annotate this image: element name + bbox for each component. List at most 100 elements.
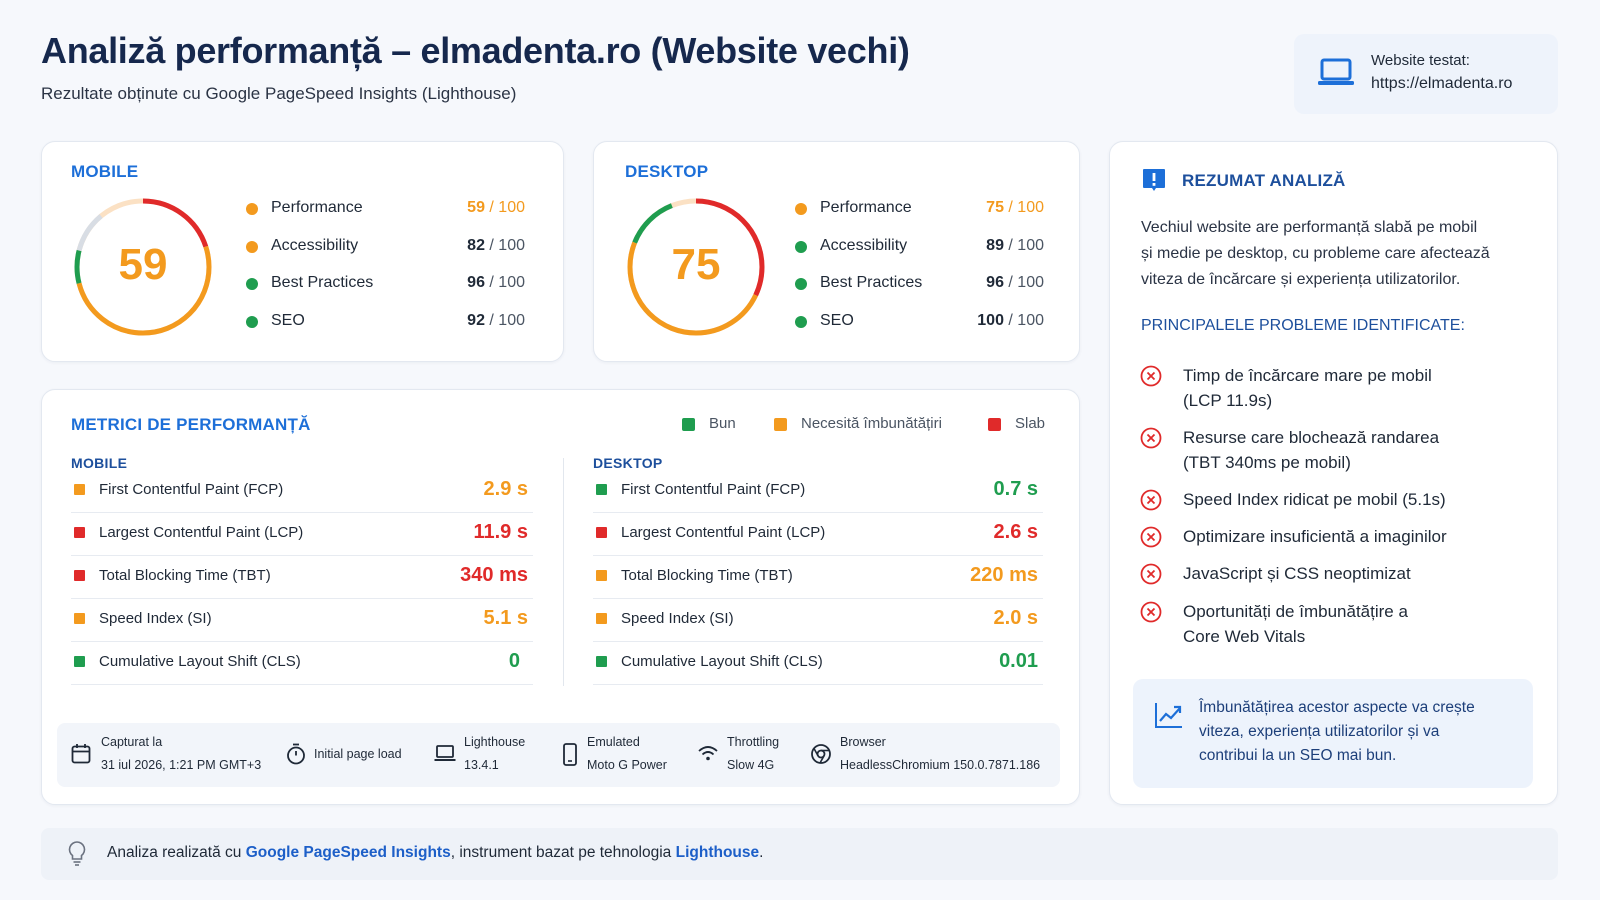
desktop-gauge-score: 75 xyxy=(671,240,721,289)
metric-row: Total Blocking Time (TBT) 340 ms xyxy=(71,556,533,599)
footer-text: Analiza realizată cu Google PageSpeed In… xyxy=(107,844,763,862)
footer-prefix: Analiza realizată cu xyxy=(107,844,246,861)
gauge-segment-needs-improvement xyxy=(627,198,765,336)
mobile-card-heading: MOBILE xyxy=(71,162,139,181)
calendar-icon xyxy=(71,743,91,768)
problem-line: Resurse care blochează randarea xyxy=(1183,428,1440,447)
metric-label: First Contentful Paint (FCP) xyxy=(99,481,284,498)
summary-text: Vechiul website are performanță slabă pe… xyxy=(1141,215,1490,293)
gauge-segment-good xyxy=(74,198,212,336)
desktop-category-row: Best Practices 96 / 100 xyxy=(795,272,1044,296)
status-dot xyxy=(246,316,258,328)
category-score: 100 / 100 xyxy=(977,312,1044,330)
metric-label: Speed Index (SI) xyxy=(621,610,734,627)
error-x-icon xyxy=(1140,526,1162,555)
metric-value: 0.01 xyxy=(999,650,1038,672)
info-load: Initial page load xyxy=(286,723,416,787)
metric-value: 220 ms xyxy=(970,564,1038,586)
throttling-value: Slow 4G xyxy=(727,758,775,772)
run-info-bar: Capturat la 31 iul 2026, 1:21 PM GMT+3 I… xyxy=(57,723,1060,787)
category-label: Accessibility xyxy=(271,237,359,254)
status-square xyxy=(596,570,607,581)
page-subtitle: Rezultate obținute cu Google PageSpeed I… xyxy=(41,84,517,103)
status-dot xyxy=(795,241,807,253)
footer-suffix: . xyxy=(759,844,764,861)
problem-line: Optimizare insuficientă a imaginilor xyxy=(1183,527,1447,546)
mobile-score-gauge xyxy=(74,198,212,336)
category-score-value: 59 xyxy=(467,199,485,216)
category-score: 92 / 100 xyxy=(467,312,525,330)
legend-label: Bun xyxy=(709,415,736,432)
category-score-value: 89 xyxy=(986,237,1004,254)
status-dot xyxy=(246,203,258,215)
problems-heading: PRINCIPALELE PROBLEME IDENTIFICATE: xyxy=(1141,317,1465,334)
pagespeed-link[interactable]: Google PageSpeed Insights xyxy=(245,844,451,861)
metric-value: 2.6 s xyxy=(993,521,1038,543)
chrome-icon xyxy=(810,743,832,768)
tip-text: Îmbunătățirea acestor aspecte va crește … xyxy=(1199,696,1475,768)
category-score-value: 82 xyxy=(467,237,485,254)
status-square xyxy=(596,656,607,667)
page-title: Analiză performanță – elmadenta.ro (Webs… xyxy=(41,30,910,71)
category-label: Best Practices xyxy=(271,274,374,291)
error-x-icon xyxy=(1140,365,1162,394)
desktop-score-card: DESKTOP 75 Performance 75 / 100 Accessib… xyxy=(593,141,1080,362)
browser-label: Browser xyxy=(840,735,886,749)
laptop-icon xyxy=(1318,56,1354,93)
footer-middle: , instrument bazat pe tehnologia xyxy=(450,844,676,861)
metric-value: 0 xyxy=(508,650,520,672)
error-x-icon xyxy=(1140,427,1162,456)
metric-row: First Contentful Paint (FCP) 0.7 s xyxy=(593,470,1043,513)
alert-icon xyxy=(1141,167,1167,198)
category-score-denom: / 100 xyxy=(484,237,525,254)
category-score-denom: / 100 xyxy=(1003,274,1044,291)
legend-label: Slab xyxy=(1015,415,1046,432)
desktop-category-row: Performance 75 / 100 xyxy=(795,197,1044,221)
metric-label: Total Blocking Time (TBT) xyxy=(621,567,793,584)
status-square xyxy=(74,484,85,495)
category-score: 82 / 100 xyxy=(467,237,525,255)
desktop-category-row: Accessibility 89 / 100 xyxy=(795,235,1044,259)
status-square xyxy=(74,613,85,624)
info-emulated: Emulated Moto G Power xyxy=(562,723,682,787)
problem-item: Oportunități de îmbunătățire a Core Web V… xyxy=(1140,599,1520,649)
metric-value: 2.0 s xyxy=(993,607,1038,629)
metric-value: 5.1 s xyxy=(483,607,528,629)
mobile-category-row: Performance 59 / 100 xyxy=(246,197,525,221)
mobile-category-row: Best Practices 96 / 100 xyxy=(246,272,525,296)
browser-value: HeadlessChromium 150.0.7871.186 xyxy=(840,758,1041,772)
problem-item: Optimizare insuficientă a imaginilor xyxy=(1140,524,1520,550)
problem-line: (TBT 340ms pe mobil) xyxy=(1183,453,1351,472)
status-square xyxy=(74,527,85,538)
gauge-segment-needs-improvement xyxy=(74,198,212,336)
summary-line: viteza de încărcare și experiența utiliz… xyxy=(1141,271,1461,288)
laptop-icon xyxy=(434,743,456,766)
summary-line: și medie pe desktop, cu probleme care af… xyxy=(1141,245,1490,262)
metric-row: Largest Contentful Paint (LCP) 11.9 s xyxy=(71,513,533,556)
status-dot xyxy=(795,203,807,215)
mobile-category-row: SEO 92 / 100 xyxy=(246,310,525,334)
metric-value: 2.9 s xyxy=(483,478,528,500)
category-score-denom: / 100 xyxy=(484,312,525,329)
captured-label: Capturat la xyxy=(101,735,163,749)
legend-swatch xyxy=(682,418,695,431)
category-label: SEO xyxy=(271,312,305,329)
status-square xyxy=(74,570,85,581)
status-dot xyxy=(795,278,807,290)
lighthouse-label: Lighthouse xyxy=(464,735,526,749)
tested-website-label: Website testat: xyxy=(1371,52,1470,69)
tested-website-url[interactable]: https://elmadenta.ro xyxy=(1371,75,1513,92)
status-dot xyxy=(795,316,807,328)
gauge-segment-poor xyxy=(74,198,212,336)
wifi-icon xyxy=(697,743,719,766)
metric-label: Cumulative Layout Shift (CLS) xyxy=(621,653,823,670)
category-score-denom: / 100 xyxy=(484,199,525,216)
problem-item: JavaScript și CSS neoptimizat xyxy=(1140,561,1520,587)
category-score-value: 100 xyxy=(977,312,1004,329)
summary-line: Vechiul website are performanță slabă pe… xyxy=(1141,219,1478,236)
metric-row: Speed Index (SI) 5.1 s xyxy=(71,599,533,642)
metrics-heading: METRICI DE PERFORMANȚĂ xyxy=(71,415,311,434)
metric-value: 11.9 s xyxy=(473,521,528,543)
lighthouse-link[interactable]: Lighthouse xyxy=(675,844,760,861)
metric-label: Total Blocking Time (TBT) xyxy=(99,567,271,584)
